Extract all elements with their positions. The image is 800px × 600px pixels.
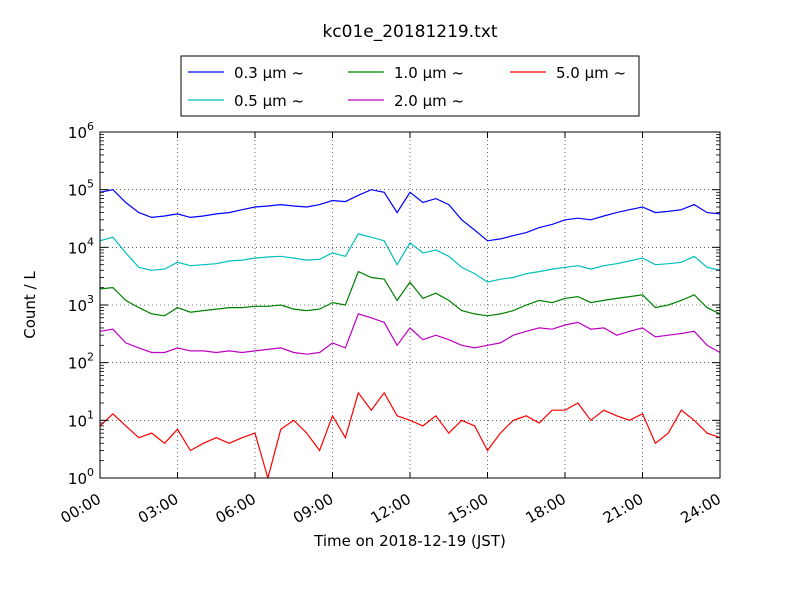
series-line-2 bbox=[100, 270, 720, 317]
chart-title: kc01e_20181219.txt bbox=[322, 22, 497, 42]
y-tick-label: 100 bbox=[68, 466, 94, 488]
y-tick-label: 102 bbox=[68, 351, 94, 373]
legend: 0.3 μm ~ 0.5 μm ~ 1.0 μm ~ 2.0 μm ~ 5.0 μm ~ bbox=[180, 55, 640, 117]
series-line-0 bbox=[100, 189, 720, 242]
x-axis-label: Time on 2018-12-19 (JST) bbox=[313, 532, 506, 550]
legend-label-2: 1.0 μm ~ bbox=[394, 64, 464, 82]
y-axis-label: Count / L bbox=[21, 271, 39, 339]
legend-label-4: 5.0 μm ~ bbox=[556, 64, 626, 82]
legend-box bbox=[180, 55, 640, 117]
y-tick-label: 106 bbox=[68, 120, 94, 142]
series-layer bbox=[100, 189, 720, 478]
y-tick-label: 104 bbox=[68, 235, 94, 257]
series-line-4 bbox=[100, 391, 720, 478]
series-line-3 bbox=[100, 313, 720, 355]
y-tick-label: 101 bbox=[68, 408, 94, 430]
series-line-1 bbox=[100, 233, 720, 283]
y-tick-label: 103 bbox=[68, 293, 94, 315]
ticks bbox=[99, 131, 721, 479]
legend-label-0: 0.3 μm ~ bbox=[234, 64, 304, 82]
legend-label-1: 0.5 μm ~ bbox=[234, 92, 304, 110]
legend-label-3: 2.0 μm ~ bbox=[394, 92, 464, 110]
y-tick-labels: 100 101 102 103 104 105 106 bbox=[68, 120, 94, 488]
y-tick-label: 105 bbox=[68, 178, 94, 200]
